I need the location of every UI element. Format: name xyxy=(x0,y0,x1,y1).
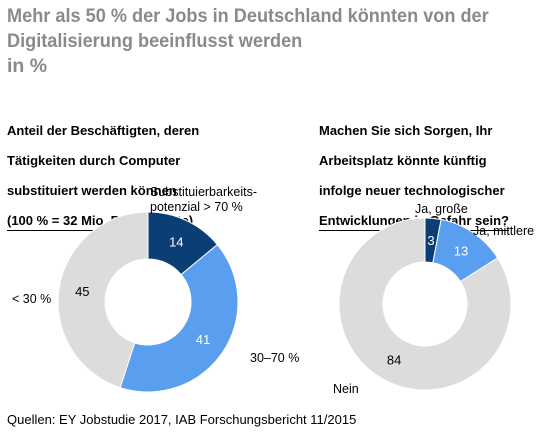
left-panel-title-line: Tätigkeiten durch Computer xyxy=(7,153,181,168)
left-panel-title-line: substituiert werden können xyxy=(7,183,177,198)
right-panel-title: Machen Sie sich Sorgen, Ihr Arbeitsplatz… xyxy=(319,108,509,231)
donut-category-label-0-1: 30–70 % xyxy=(250,351,299,365)
donut-category-label-1-0: Ja, große xyxy=(415,202,468,216)
source-note: Quellen: EY Jobstudie 2017, IAB Forschun… xyxy=(7,412,357,427)
chart-title: Mehr als 50 % der Jobs in Deutschland kö… xyxy=(7,5,489,52)
chart-subtitle: in % xyxy=(7,55,48,77)
donut-value-label-0-2: 45 xyxy=(75,284,89,299)
donut-value-label-1-1: 13 xyxy=(454,244,468,259)
donut-category-label-0-0: Substituierbarkeits-potenzial > 70 % xyxy=(150,185,257,214)
donut-category-label-0-2: < 30 % xyxy=(12,292,51,306)
donut-value-label-1-2: 84 xyxy=(387,353,401,368)
donut-category-label-1-2: Nein xyxy=(333,382,359,396)
donut-slice-0-1 xyxy=(119,243,239,393)
left-panel-title-line: Anteil der Beschäftigten, deren xyxy=(7,123,200,138)
donut-slice-1-2 xyxy=(338,217,512,391)
donut-value-label-1-0: 3 xyxy=(427,233,434,248)
donut-category-label-1-1: Ja, mittlere xyxy=(473,224,534,238)
right-panel-title-line: infolge neuer technologischer xyxy=(319,183,505,198)
donut-value-label-0-1: 41 xyxy=(196,332,210,347)
right-panel-title-line: Arbeitsplatz könnte künftig xyxy=(319,153,487,168)
donut-slice-0-2 xyxy=(57,211,149,389)
right-panel-title-line: Machen Sie sich Sorgen, Ihr xyxy=(319,123,493,138)
donut-value-label-0-0: 14 xyxy=(169,234,183,249)
